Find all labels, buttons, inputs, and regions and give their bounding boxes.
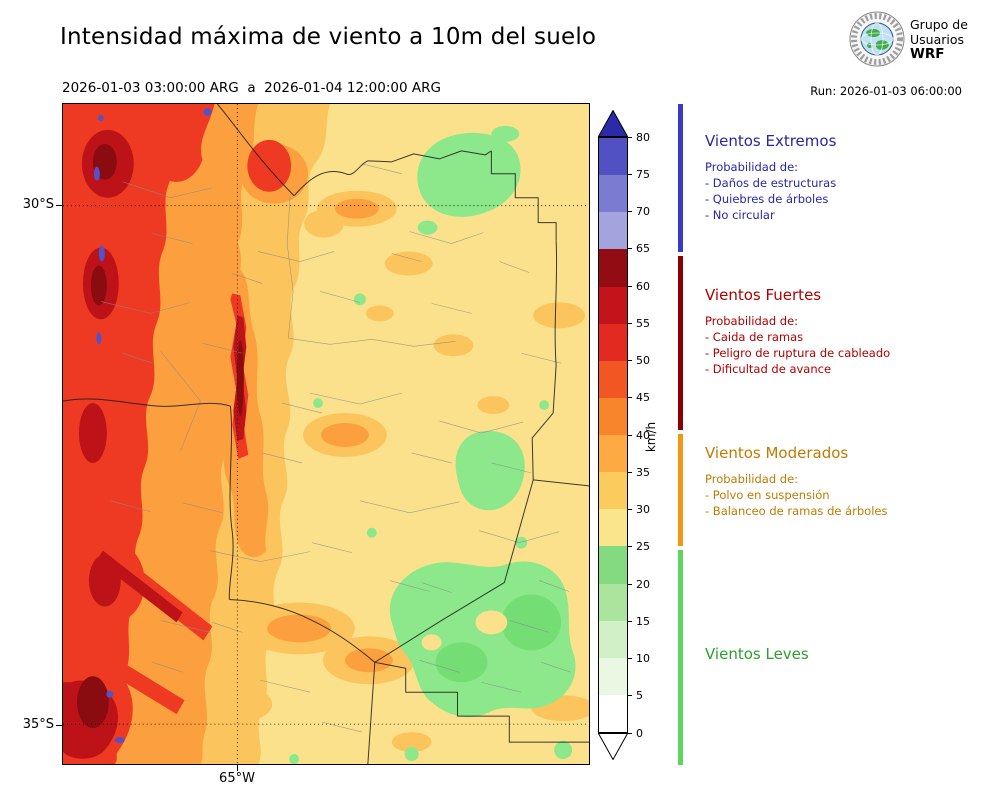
colorbar-tick: 20 — [628, 578, 650, 591]
legend-title-fuertes: Vientos Fuertes — [705, 286, 822, 304]
colorbar-extend-over-arrow — [598, 110, 628, 137]
colorbar-tick: 50 — [628, 354, 650, 367]
colorbar-segment — [599, 509, 627, 547]
legend-intro: Probabilidad de: — [705, 314, 799, 328]
legend-section-moderados: Vientos Moderados Probabilidad de: - Pol… — [676, 434, 1000, 546]
colorbar-segment — [599, 212, 627, 250]
lon-tick-65w: 65°W — [219, 771, 255, 786]
colorbar-tick: 55 — [628, 317, 650, 330]
logo-text: Grupo de Usuarios WRF — [910, 17, 968, 62]
legend-bar-leves — [678, 550, 683, 765]
colorbar-tick: 60 — [628, 280, 650, 293]
colorbar-ticks: 0 5 10 15 20 25 30 35 40 45 50 55 60 65 70 75 80 — [628, 131, 684, 740]
lat-tick-30s: 30°S — [22, 197, 54, 212]
legend-section-extremos: Vientos Extremos Probabilidad de: - Daño… — [676, 104, 1000, 252]
legend-intro: Probabilidad de: — [705, 472, 799, 486]
colorbar-tick: 65 — [628, 242, 650, 255]
legend-section-fuertes: Vientos Fuertes Probabilidad de: - Caida… — [676, 256, 1000, 430]
colorbar-tick: 35 — [628, 466, 650, 479]
colorbar-segment — [599, 435, 627, 473]
legend-item: - Daños de estructuras — [705, 176, 837, 190]
legend-item: - No circular — [705, 208, 775, 222]
colorbar-segment — [599, 620, 627, 658]
legend-item: - Dificultad de avance — [705, 362, 832, 376]
wind-category-legend: Vientos Extremos Probabilidad de: - Daño… — [676, 103, 1000, 765]
colorbar-segment — [599, 583, 627, 621]
legend-intro: Probabilidad de: — [705, 160, 799, 174]
logo-line-2: Usuarios — [910, 32, 965, 47]
legend-title-leves: Vientos Leves — [705, 645, 809, 663]
legend-bar-moderados — [678, 434, 683, 546]
colorbar-tick: 0 — [628, 727, 643, 740]
legend-item: - Caida de ramas — [705, 330, 804, 344]
colorbar-segment — [599, 323, 627, 361]
colorbar-segment — [599, 472, 627, 510]
colorbar-tick: 5 — [628, 689, 643, 702]
colorbar-tick: 15 — [628, 615, 650, 628]
logo-line-1: Grupo de — [910, 17, 968, 32]
province-boundaries — [63, 104, 589, 764]
legend-bar-fuertes — [678, 256, 683, 430]
colorbar-tick: 10 — [628, 652, 650, 665]
colorbar-unit-label: km/h — [644, 421, 658, 453]
wind-field-60-65 — [76, 143, 244, 729]
forecast-period: 2026-01-03 03:00:00 ARG a 2026-01-04 12:… — [62, 80, 441, 96]
lat-tick-35s: 35°S — [22, 717, 54, 732]
wind-intensity-map — [62, 103, 590, 765]
wind-field-plot — [63, 104, 589, 764]
colorbar-tick: 70 — [628, 205, 650, 218]
department-boundaries — [100, 163, 572, 733]
colorbar-tick: 25 — [628, 540, 650, 553]
colorbar-segment — [599, 249, 627, 287]
colorbar: 0 5 10 15 20 25 30 35 40 45 50 55 60 65 70 75 80 km/h — [598, 110, 690, 778]
colorbar-segment — [599, 546, 627, 584]
legend-title-moderados: Vientos Moderados — [705, 444, 849, 462]
colorbar-segment — [599, 175, 627, 213]
lon-tickmark-65w — [237, 765, 238, 771]
wrf-group-logo-icon — [849, 11, 905, 67]
colorbar-segment — [599, 657, 627, 695]
lat-tickmark-30s — [56, 205, 62, 206]
page-title: Intensidad máxima de viento a 10m del su… — [60, 24, 597, 50]
colorbar-segment — [599, 694, 627, 732]
colorbar-segment — [599, 286, 627, 324]
colorbar-tick: 80 — [628, 131, 650, 144]
legend-item: - Quiebres de árboles — [705, 192, 829, 206]
colorbar-gradient — [598, 137, 628, 733]
colorbar-segment — [599, 138, 627, 176]
graticule — [63, 104, 589, 764]
legend-section-leves: Vientos Leves — [676, 550, 1000, 765]
logo-line-3: WRF — [910, 46, 945, 62]
colorbar-tick: 45 — [628, 391, 650, 404]
colorbar-tick: 40 — [628, 429, 650, 442]
legend-item: - Polvo en suspensión — [705, 488, 830, 502]
colorbar-segment — [599, 397, 627, 435]
wind-field-extreme-blue — [93, 107, 212, 744]
run-timestamp: Run: 2026-01-03 06:00:00 — [810, 84, 962, 98]
colorbar-extend-under-arrow — [598, 733, 628, 760]
colorbar-segment — [599, 360, 627, 398]
legend-item: - Balanceo de ramas de árboles — [705, 504, 888, 518]
wind-field-yellow-holes — [421, 610, 508, 651]
lat-tickmark-35s — [56, 725, 62, 726]
colorbar-tick: 75 — [628, 168, 650, 181]
legend-title-extremos: Vientos Extremos — [705, 132, 837, 150]
colorbar-tick: 30 — [628, 503, 650, 516]
legend-item: - Peligro de ruptura de cableado — [705, 346, 891, 360]
legend-bar-extremos — [678, 104, 683, 252]
wind-field-calm-green-core — [435, 594, 562, 683]
